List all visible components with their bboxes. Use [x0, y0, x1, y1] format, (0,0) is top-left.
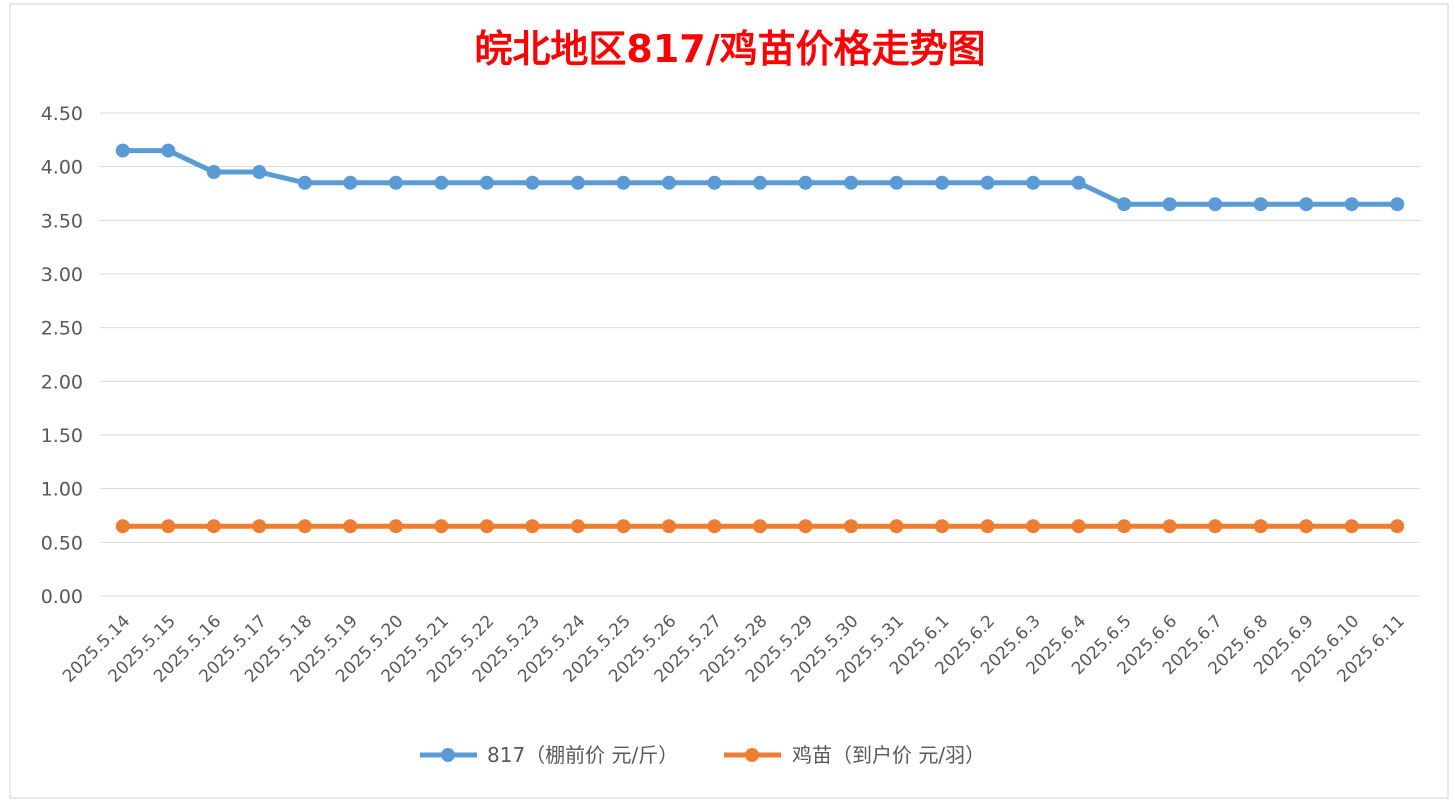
data-point [434, 519, 449, 534]
data-point [297, 175, 312, 190]
data-point [889, 175, 904, 190]
data-point [980, 519, 995, 534]
series-0 [115, 143, 1405, 212]
data-point [252, 519, 267, 534]
data-point [479, 175, 494, 190]
y-tick-label: 2.00 [41, 371, 83, 393]
data-point [252, 165, 267, 180]
data-point [616, 519, 631, 534]
data-point [343, 519, 358, 534]
data-point [980, 175, 995, 190]
data-point [1117, 519, 1132, 534]
chart-frame [9, 3, 1449, 799]
data-point [1208, 519, 1223, 534]
data-point [1253, 519, 1268, 534]
y-axis-ticks: 0.00 0.50 1.00 1.50 2.00 2.50 3.00 3.50 4.00 4.50 [41, 103, 83, 608]
legend-item-0: 817（棚前价 元/斤） [420, 743, 678, 767]
data-point [661, 175, 676, 190]
legend: 817（棚前价 元/斤） 鸡苗（到户价 元/羽） [420, 743, 985, 767]
data-point [570, 175, 585, 190]
data-point [1390, 519, 1405, 534]
data-point [935, 519, 950, 534]
data-point [343, 175, 358, 190]
data-point [434, 175, 449, 190]
y-tick-label: 0.00 [41, 586, 83, 608]
series-layer [115, 143, 1405, 534]
gridlines [100, 112, 1420, 597]
data-point [1344, 519, 1359, 534]
data-point [1299, 197, 1314, 212]
data-point [388, 175, 403, 190]
legend-label: 817（棚前价 元/斤） [487, 743, 678, 767]
series-1 [115, 519, 1405, 534]
data-point [206, 165, 221, 180]
data-point [115, 143, 130, 158]
data-point [1162, 519, 1177, 534]
data-point [161, 519, 176, 534]
y-tick-label: 1.50 [41, 425, 83, 447]
data-point [844, 519, 859, 534]
data-point [1162, 197, 1177, 212]
data-point [798, 519, 813, 534]
y-tick-label: 3.50 [41, 210, 83, 232]
data-point [525, 519, 540, 534]
data-point [297, 519, 312, 534]
data-point [707, 519, 722, 534]
legend-swatch-marker [441, 748, 455, 762]
data-point [844, 175, 859, 190]
legend-item-1: 鸡苗（到户价 元/羽） [724, 743, 985, 767]
y-tick-label: 0.50 [41, 532, 83, 554]
data-point [1344, 197, 1359, 212]
data-point [661, 519, 676, 534]
y-tick-label: 3.00 [41, 264, 83, 286]
chart-title: 皖北地区817/鸡苗价格走势图 [474, 27, 985, 71]
data-point [1208, 197, 1223, 212]
data-point [1117, 197, 1132, 212]
data-point [1390, 197, 1405, 212]
data-point [1299, 519, 1314, 534]
data-point [889, 519, 904, 534]
data-point [479, 519, 494, 534]
data-point [935, 175, 950, 190]
data-point [753, 519, 767, 534]
data-point [570, 519, 585, 534]
y-tick-label: 4.50 [41, 103, 83, 125]
data-point [1253, 197, 1268, 212]
data-point [115, 519, 130, 534]
legend-label: 鸡苗（到户价 元/羽） [792, 743, 985, 767]
data-point [1026, 519, 1041, 534]
data-point [206, 519, 221, 534]
y-tick-label: 4.00 [41, 157, 83, 179]
data-point [525, 175, 540, 190]
data-point [616, 175, 631, 190]
data-point [161, 143, 176, 158]
y-tick-label: 2.50 [41, 318, 83, 340]
data-point [753, 175, 767, 190]
data-point [1026, 175, 1041, 190]
y-tick-label: 1.00 [41, 479, 83, 501]
data-point [1071, 175, 1086, 190]
data-point [798, 175, 813, 190]
data-point [1071, 519, 1086, 534]
legend-swatch-marker [745, 748, 759, 762]
data-point [707, 175, 722, 190]
data-point [388, 519, 403, 534]
